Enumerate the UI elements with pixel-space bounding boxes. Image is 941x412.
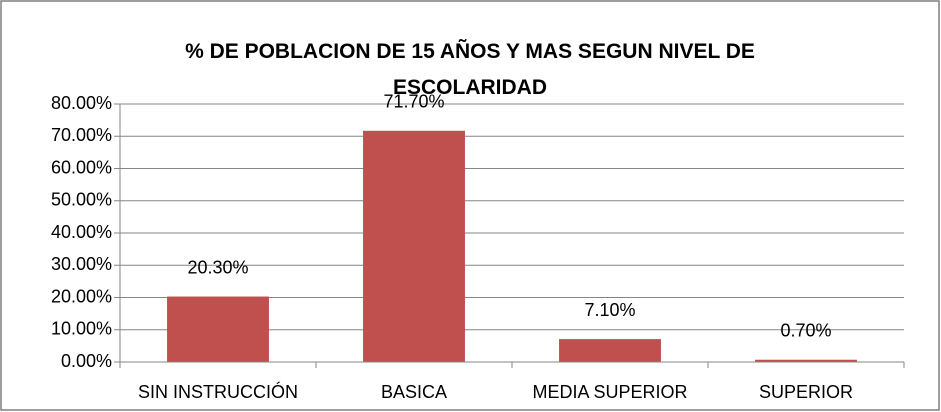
- y-tick-label: 80.00%: [51, 93, 112, 113]
- y-tick-label: 10.00%: [51, 319, 112, 339]
- bar: [755, 359, 857, 362]
- data-label: 0.70%: [780, 320, 831, 340]
- x-tick-label: BASICA: [381, 382, 447, 402]
- x-tick-label: SUPERIOR: [759, 382, 853, 402]
- y-tick-label: 20.00%: [51, 286, 112, 306]
- bar: [363, 130, 465, 362]
- bar: [167, 296, 269, 362]
- y-tick-label: 60.00%: [51, 157, 112, 177]
- data-label: 71.70%: [383, 92, 444, 112]
- y-tick-label: 70.00%: [51, 125, 112, 145]
- data-label: 20.30%: [187, 257, 248, 277]
- chart-title: % DE POBLACION DE 15 AÑOS Y MAS SEGUN NI…: [185, 40, 755, 99]
- y-tick-label: 50.00%: [51, 190, 112, 210]
- y-tick-label: 0.00%: [61, 351, 112, 371]
- y-tick-label: 30.00%: [51, 254, 112, 274]
- x-tick-label: MEDIA SUPERIOR: [532, 382, 687, 402]
- data-label: 7.10%: [584, 300, 635, 320]
- y-tick-label: 40.00%: [51, 222, 112, 242]
- x-tick-label: SIN INSTRUCCIÓN: [138, 381, 298, 402]
- bar: [559, 339, 661, 362]
